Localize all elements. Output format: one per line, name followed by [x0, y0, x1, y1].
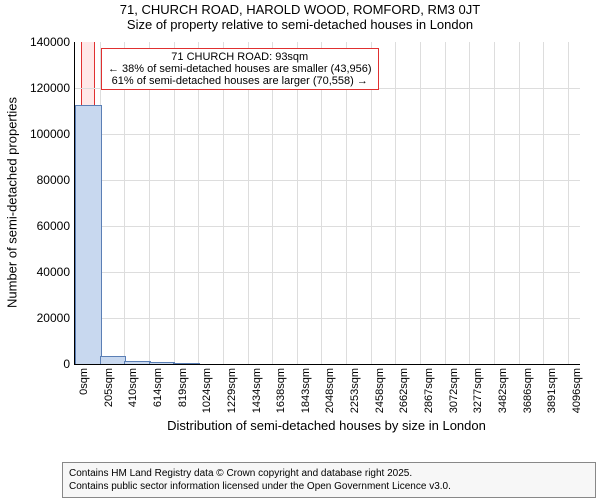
grid-v: [198, 42, 199, 364]
grid-v: [174, 42, 175, 364]
grid-v: [223, 42, 224, 364]
grid-v: [321, 42, 322, 364]
footer-attribution: Contains HM Land Registry data © Crown c…: [62, 462, 596, 498]
x-tick-label: 2253sqm: [349, 368, 361, 413]
grid-v: [395, 42, 396, 364]
grid-v: [346, 42, 347, 364]
grid-v: [543, 42, 544, 364]
x-tick-label: 4096sqm: [571, 368, 583, 413]
x-axis-title: Distribution of semi-detached houses by …: [74, 418, 579, 433]
bar: [124, 361, 151, 364]
x-tick-label: 2662sqm: [398, 368, 410, 413]
annotation-line-3: 61% of semi-detached houses are larger (…: [108, 75, 372, 87]
annotation-box: 71 CHURCH ROAD: 93sqm ← 38% of semi-deta…: [101, 48, 379, 90]
title-sub: Size of property relative to semi-detach…: [0, 17, 600, 32]
x-tick-label: 2048sqm: [324, 368, 336, 413]
bar: [75, 105, 102, 364]
grid-h: [75, 226, 580, 227]
bar: [100, 356, 127, 364]
grid-h: [75, 272, 580, 273]
grid-v: [568, 42, 569, 364]
bar: [173, 363, 200, 364]
x-tick-label: 1638sqm: [275, 368, 287, 413]
plot-area: 71 CHURCH ROAD: 93sqm ← 38% of semi-deta…: [74, 42, 580, 365]
y-axis-title: Number of semi-detached properties: [5, 42, 20, 364]
grid-v: [149, 42, 150, 364]
annotation-line-2: ← 38% of semi-detached houses are smalle…: [108, 63, 372, 75]
grid-v: [124, 42, 125, 364]
grid-v: [445, 42, 446, 364]
chart-container: 71, CHURCH ROAD, HAROLD WOOD, ROMFORD, R…: [0, 0, 600, 500]
x-tick-label: 2867sqm: [423, 368, 435, 413]
x-tick-label: 819sqm: [177, 368, 189, 407]
grid-v: [371, 42, 372, 364]
grid-v: [519, 42, 520, 364]
grid-v: [469, 42, 470, 364]
footer-line-2: Contains public sector information licen…: [69, 480, 589, 493]
grid-v: [420, 42, 421, 364]
grid-h: [75, 318, 580, 319]
bar: [149, 362, 176, 364]
x-tick-label: 1229sqm: [226, 368, 238, 413]
grid-h: [75, 134, 580, 135]
grid-v: [272, 42, 273, 364]
grid-h: [75, 180, 580, 181]
x-tick-label: 3686sqm: [522, 368, 534, 413]
footer-line-1: Contains HM Land Registry data © Crown c…: [69, 467, 589, 480]
x-tick-label: 3277sqm: [472, 368, 484, 413]
x-tick-label: 614sqm: [152, 368, 164, 407]
x-tick-label: 3482sqm: [497, 368, 509, 413]
x-tick-label: 1843sqm: [300, 368, 312, 413]
x-tick-label: 3891sqm: [546, 368, 558, 413]
annotation-line-1: 71 CHURCH ROAD: 93sqm: [108, 51, 372, 63]
x-tick-label: 410sqm: [127, 368, 139, 407]
grid-v: [297, 42, 298, 364]
title-main: 71, CHURCH ROAD, HAROLD WOOD, ROMFORD, R…: [0, 2, 600, 17]
x-tick-label: 3072sqm: [448, 368, 460, 413]
x-tick-label: 2458sqm: [374, 368, 386, 413]
grid-v: [248, 42, 249, 364]
x-tick-label: 1434sqm: [251, 368, 263, 413]
grid-v: [494, 42, 495, 364]
x-tick-label: 0sqm: [78, 368, 90, 395]
chart-titles: 71, CHURCH ROAD, HAROLD WOOD, ROMFORD, R…: [0, 2, 600, 32]
x-tick-label: 1024sqm: [201, 368, 213, 413]
x-tick-label: 205sqm: [103, 368, 115, 407]
